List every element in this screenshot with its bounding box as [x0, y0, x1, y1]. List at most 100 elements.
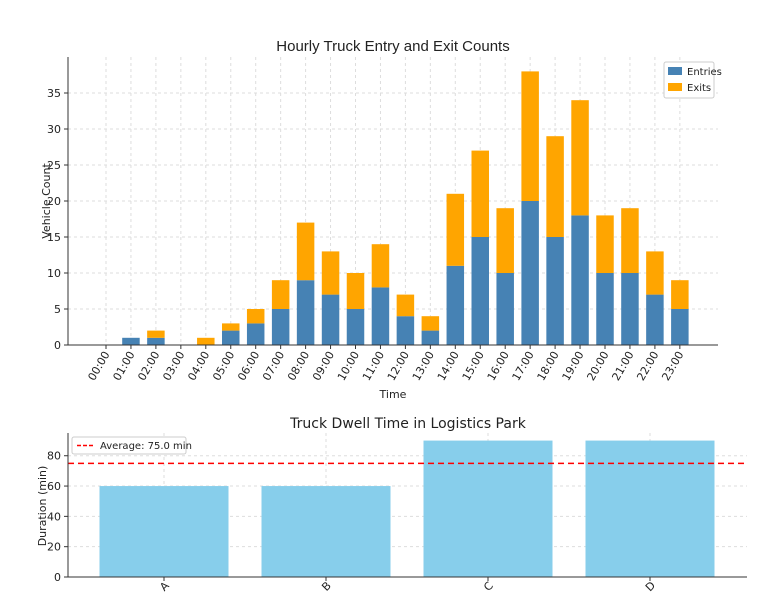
- chart1-x-tick-label: 05:00: [210, 349, 237, 383]
- chart1-bar-entries: [646, 294, 664, 345]
- legend-label-exits: Exits: [687, 83, 711, 94]
- chart1-x-tick-label: 17:00: [510, 349, 537, 383]
- chart-dwell-time: Truck Dwell Time in Logistics Park 0 20 40…: [36, 416, 747, 594]
- chart1-x-tick-label: 20:00: [584, 349, 611, 383]
- chart2-x-tick-label: D: [643, 579, 658, 594]
- chart1-bar-exits: [321, 251, 340, 295]
- chart1-bar-exits: [197, 337, 215, 345]
- chart1-x-ticks: 00:0001:0002:0003:0004:0005:0006:0007:00…: [85, 345, 686, 383]
- chart1-bar-entries: [346, 309, 365, 345]
- chart1-x-tick-label: 07:00: [260, 349, 287, 383]
- chart1-bar-entries: [271, 309, 290, 345]
- chart1-bar-exits: [296, 222, 315, 281]
- legend-box: [71, 436, 187, 455]
- chart1-bar-entries: [321, 294, 340, 345]
- chart1-bar-exits: [396, 294, 415, 317]
- chart1-bar-exits: [371, 244, 390, 288]
- chart1-bar-exits: [421, 316, 440, 331]
- chart1-bar-entries: [571, 215, 589, 345]
- chart1-bar-entries: [296, 280, 315, 345]
- chart-hourly-truck-counts: Hourly Truck Entry and Exit Counts 0 5 10 1…: [40, 38, 722, 401]
- chart1-bar-exits: [546, 136, 564, 237]
- chart1-bar-exits: [671, 280, 689, 309]
- chart2-bar: [423, 440, 553, 577]
- chart1-grid: [68, 57, 718, 346]
- chart1-x-tick-label: 04:00: [185, 349, 212, 383]
- chart1-x-tick-label: 15:00: [460, 349, 487, 383]
- chart1-bar-entries: [222, 330, 240, 345]
- chart1-bar-exits: [246, 309, 265, 324]
- chart1-bar-entries: [471, 237, 489, 345]
- chart2-bar: [585, 440, 715, 577]
- chart1-x-tick-label: 22:00: [634, 349, 661, 383]
- chart1-y-tick-label: 30: [47, 123, 61, 136]
- chart1-bar-entries: [396, 316, 415, 345]
- chart1-x-tick-label: 23:00: [659, 349, 686, 383]
- chart1-bars: [122, 71, 689, 345]
- chart1-x-tick-label: 03:00: [160, 349, 187, 383]
- chart2-y-axis-label: Duration (min): [36, 466, 49, 547]
- chart2-y-tick-label: 80: [47, 450, 61, 463]
- legend-label-entries: Entries: [687, 67, 722, 78]
- chart2-y-tick-label: 20: [47, 541, 61, 554]
- chart1-x-tick-label: 01:00: [110, 349, 137, 383]
- chart1-bar-exits: [521, 71, 539, 202]
- chart1-x-tick-label: 00:00: [85, 349, 112, 383]
- chart1-bar-entries: [446, 265, 465, 345]
- chart1-legend: Entries Exits: [663, 61, 722, 99]
- chart2-axes: [67, 433, 747, 578]
- chart2-y-tick-label: 40: [47, 510, 61, 523]
- chart1-bar-exits: [646, 251, 664, 295]
- chart1-x-tick-label: 14:00: [435, 349, 462, 383]
- chart1-bar-exits: [147, 330, 165, 338]
- chart1-x-tick-label: 02:00: [135, 349, 162, 383]
- chart1-bar-entries: [421, 330, 440, 345]
- chart1-x-tick-label: 09:00: [310, 349, 337, 383]
- chart1-x-tick-label: 11:00: [360, 349, 387, 383]
- chart2-x-tick-label: A: [157, 579, 172, 594]
- chart1-x-tick-label: 19:00: [560, 349, 587, 383]
- chart1-y-tick-label: 35: [47, 87, 61, 100]
- chart2-x-ticks: A B C D: [157, 577, 658, 594]
- legend-swatch-exits: [668, 83, 682, 91]
- chart1-bar-entries: [246, 323, 265, 345]
- chart1-y-tick-label: 0: [54, 339, 61, 352]
- chart1-bar-exits: [222, 323, 240, 331]
- chart1-y-tick-label: 15: [47, 231, 61, 244]
- chart1-y-tick-label: 10: [47, 267, 61, 280]
- chart1-x-tick-label: 18:00: [535, 349, 562, 383]
- chart1-bar-exits: [571, 100, 589, 216]
- chart1-x-tick-label: 12:00: [385, 349, 412, 383]
- chart1-bar-exits: [271, 280, 290, 309]
- chart1-y-tick-label: 5: [54, 303, 61, 316]
- chart1-bar-entries: [521, 201, 539, 345]
- chart1-bar-entries: [122, 337, 140, 345]
- chart1-bar-entries: [546, 237, 564, 345]
- legend-swatch-entries: [668, 67, 682, 75]
- chart2-y-tick-label: 0: [54, 571, 61, 584]
- chart1-y-ticks: 0 5 10 15 20 25 30 35: [47, 87, 68, 352]
- chart2-title: Truck Dwell Time in Logistics Park: [289, 416, 527, 432]
- chart1-y-axis-label: Vehicle Count: [40, 163, 53, 239]
- chart1-bar-exits: [596, 215, 614, 273]
- legend-label-average: Average: 75.0 min: [100, 441, 192, 452]
- chart2-bars: [99, 440, 715, 577]
- chart1-bar-exits: [471, 150, 489, 237]
- chart1-x-tick-label: 21:00: [609, 349, 636, 383]
- chart2-bar: [261, 486, 391, 577]
- chart1-bar-exits: [621, 208, 639, 273]
- chart1-bar-exits: [446, 193, 465, 266]
- chart2-x-tick-label: C: [481, 579, 496, 594]
- chart1-x-tick-label: 10:00: [335, 349, 362, 383]
- chart1-bar-entries: [621, 273, 639, 345]
- chart2-y-ticks: 0 20 40 60 80: [47, 450, 68, 584]
- chart1-y-tick-label: 25: [47, 159, 61, 172]
- chart1-x-tick-label: 08:00: [285, 349, 312, 383]
- chart2-x-tick-label: B: [319, 579, 334, 594]
- chart1-bar-entries: [596, 273, 614, 345]
- chart1-bar-entries: [496, 273, 514, 345]
- chart2-bar: [99, 486, 229, 577]
- chart1-bar-entries: [371, 287, 390, 345]
- chart1-title: Hourly Truck Entry and Exit Counts: [276, 38, 509, 55]
